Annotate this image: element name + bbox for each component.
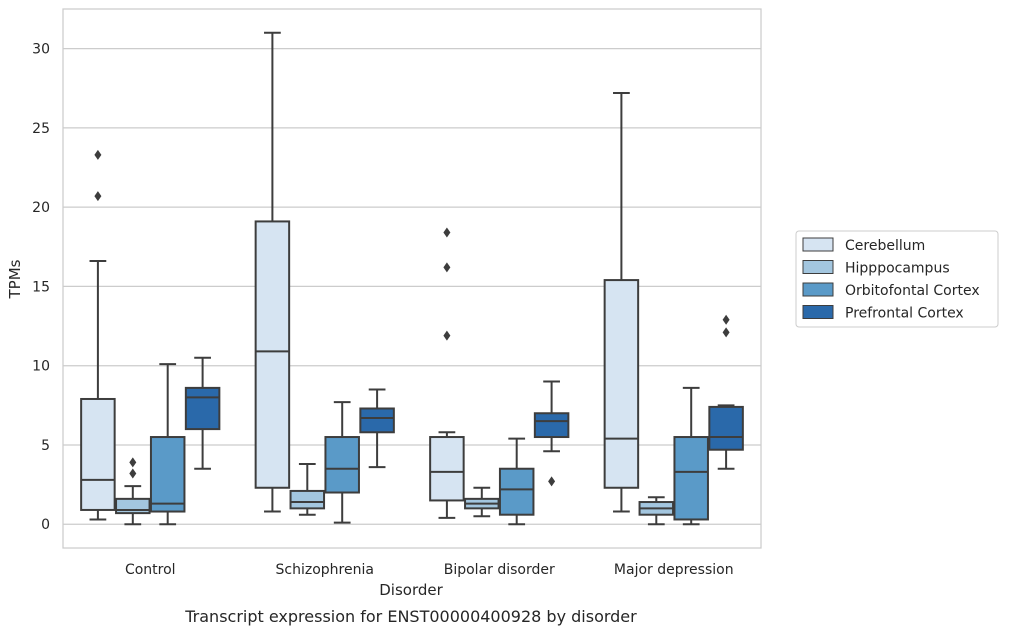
y-tick-label: 15: [32, 279, 50, 295]
box-iqr: [149, 436, 186, 513]
box-iqr: [498, 467, 535, 516]
box-iqr: [184, 386, 221, 431]
outlier-point: [722, 314, 730, 325]
outlier-point: [722, 327, 730, 338]
outlier-point: [129, 468, 137, 479]
chart-caption: Transcript expression for ENST0000040092…: [184, 607, 637, 626]
plot-frame: [62, 8, 762, 549]
legend-label: Orbitofontal Cortex: [845, 283, 980, 299]
box-iqr: [289, 489, 326, 510]
box-iqr: [429, 436, 465, 502]
box-group: [603, 92, 640, 513]
legend-label: Hipppocampus: [845, 261, 950, 277]
box-iqr: [324, 436, 360, 494]
legend-swatch: [802, 305, 834, 319]
y-tick-label: 25: [32, 121, 50, 137]
box-group: [638, 496, 675, 526]
box-groups: [80, 31, 744, 526]
outlier-point: [129, 457, 137, 468]
legend-swatch: [802, 282, 834, 297]
x-tick-label: Control: [125, 562, 176, 578]
box-iqr: [708, 405, 744, 451]
x-tick-label: Major depression: [614, 562, 734, 578]
box-iqr: [359, 407, 395, 434]
legend-label: Cerebellum: [845, 238, 925, 254]
legend: Cerebellum Hipppocampus Orbitofontal Corte…: [795, 230, 999, 328]
outlier-point: [94, 149, 102, 160]
box-group: [115, 457, 151, 526]
outlier-point: [548, 476, 556, 487]
box-group: [149, 363, 186, 526]
box-group: [80, 149, 116, 521]
x-axis-label: Disorder: [379, 581, 443, 599]
box-group: [498, 437, 535, 526]
x-tick-label: Bipolar disorder: [444, 562, 555, 578]
box-group: [359, 388, 395, 469]
box-group: [464, 486, 500, 518]
box-iqr: [115, 497, 151, 515]
legend-label: Prefrontal Cortex: [845, 306, 964, 322]
box-group: [429, 227, 465, 519]
legend-swatch: [802, 260, 834, 274]
box-iqr: [254, 220, 291, 489]
outlier-point: [443, 227, 451, 238]
outlier-point: [94, 191, 102, 202]
y-tick-labels: 0 5 10 15 20 25 30: [32, 42, 50, 534]
box-group: [324, 401, 360, 524]
legend-swatch: [802, 237, 834, 252]
box-group: [254, 31, 291, 513]
y-axis-label: TPMs: [6, 259, 24, 299]
outlier-point: [443, 262, 451, 273]
x-tick-labels: Control Schizophrenia Bipolar disorder Majo…: [125, 562, 734, 578]
box-group: [533, 380, 570, 487]
box-group: [673, 386, 709, 526]
box-group: [708, 314, 744, 470]
outlier-point: [443, 330, 451, 341]
legend-frame: [795, 230, 999, 328]
y-tick-label: 10: [32, 359, 50, 375]
box-group: [289, 462, 326, 516]
box-iqr: [80, 397, 116, 511]
box-iqr: [603, 279, 640, 489]
box-iqr: [533, 412, 570, 439]
y-tick-label: 20: [32, 200, 50, 216]
y-tick-label: 30: [32, 42, 50, 58]
box-iqr: [673, 436, 709, 521]
y-tick-label: 0: [41, 517, 50, 533]
x-tick-label: Schizophrenia: [276, 562, 374, 578]
box-group: [184, 356, 221, 470]
y-tick-label: 5: [41, 438, 50, 454]
